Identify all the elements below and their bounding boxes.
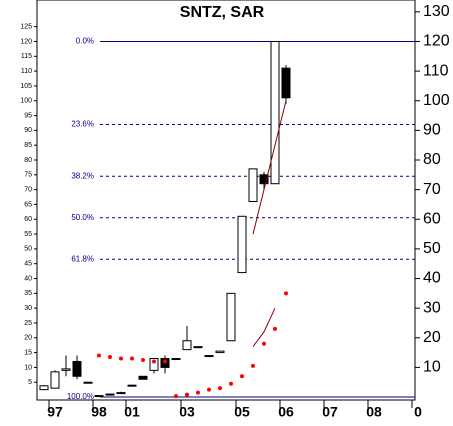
x-tick-label: 03 <box>179 404 195 420</box>
y-tick-label: 95 <box>24 112 32 119</box>
x-tick-label: 98 <box>91 404 107 420</box>
sar-dot <box>130 356 134 361</box>
y-tick-label: 60 <box>24 216 32 223</box>
y-tick-label: 25 <box>24 320 32 327</box>
x-tick-label: 06 <box>278 404 294 420</box>
sar-dot <box>185 392 189 397</box>
chart-title: SNTZ, SAR <box>180 4 265 21</box>
sar-dot <box>229 381 233 386</box>
sar-dot <box>119 356 123 361</box>
sar-dot <box>262 341 266 346</box>
y2-tick-label: 20 <box>423 329 441 346</box>
y2-tick-label: 80 <box>423 151 441 168</box>
candle-body <box>116 392 126 395</box>
y-tick-label: 90 <box>24 127 32 134</box>
y-tick-label: 115 <box>21 53 32 60</box>
y-tick-label: 70 <box>24 186 32 193</box>
candle-body <box>193 346 203 349</box>
y-tick-label: 55 <box>24 231 32 238</box>
sar-dot <box>174 394 178 399</box>
y2-tick-label: 110 <box>423 62 449 79</box>
sar-dot <box>218 386 222 391</box>
candle-body <box>259 174 269 185</box>
candle-body <box>248 168 258 202</box>
y2-tick-label: 70 <box>423 181 441 198</box>
y2-tick-label: 60 <box>423 210 441 227</box>
fib-label: 100.0% <box>67 392 94 401</box>
candle-body <box>215 350 225 354</box>
y-tick-label: 110 <box>21 68 32 75</box>
sar-dot <box>196 390 200 395</box>
sar-dot <box>108 355 112 360</box>
y-tick-label: 20 <box>24 335 32 342</box>
y-tick-label: 45 <box>24 261 32 268</box>
sar-dot <box>240 374 244 379</box>
x-tick-label: 07 <box>322 404 338 420</box>
candle-body <box>226 292 236 342</box>
y-tick-label: 15 <box>24 349 32 356</box>
candle-body <box>39 385 49 391</box>
y-tick-label: 100 <box>20 98 32 105</box>
candle-body <box>72 360 82 377</box>
candle-body <box>182 340 192 351</box>
candle-body <box>138 375 148 380</box>
sar-dot <box>207 387 211 392</box>
candle-body <box>105 393 115 396</box>
y-tick-label: 65 <box>24 201 32 208</box>
y-tick-label: 120 <box>20 38 32 45</box>
plot-frame <box>36 0 416 401</box>
line-series <box>252 307 276 347</box>
candle-body <box>270 40 280 185</box>
y2-tick-label: 90 <box>423 122 441 139</box>
sar-dot <box>152 359 156 364</box>
y2-tick-label: 130 <box>423 3 450 20</box>
candle-body <box>204 355 214 358</box>
y-tick-label: 50 <box>24 246 32 253</box>
candle-body <box>61 368 71 371</box>
y-tick-label: 85 <box>24 142 32 149</box>
y-tick-label: 125 <box>20 24 32 31</box>
candle-body <box>281 67 291 99</box>
x-tick-label: 05 <box>234 404 250 420</box>
fib-label: 50.0% <box>71 213 94 222</box>
y2-tick-label: 40 <box>423 270 441 287</box>
sar-dot <box>284 291 288 296</box>
fib-label: 0.0% <box>76 37 94 46</box>
candle-body <box>171 358 181 361</box>
y2-tick-label: 50 <box>423 240 441 257</box>
x-tick-label: 08 <box>366 404 382 420</box>
x-tick-label: 01 <box>124 404 140 420</box>
y2-tick-label: 100 <box>423 92 450 109</box>
y-tick-label: 35 <box>24 290 32 297</box>
candle-body <box>127 384 137 387</box>
fib-label: 23.6% <box>71 120 94 129</box>
sar-dot <box>273 326 277 331</box>
fib-label: 61.8% <box>71 254 94 263</box>
candle-body <box>237 215 247 274</box>
y-tick-label: 30 <box>24 305 32 312</box>
sar-dot <box>97 353 101 358</box>
y-tick-label: 105 <box>20 83 32 90</box>
x-tick-label: 0 <box>414 404 422 420</box>
candle-body <box>83 381 93 384</box>
candle-body <box>50 371 60 389</box>
y2-tick-label: 120 <box>423 33 450 50</box>
candle-body <box>149 358 159 371</box>
fib-label: 38.2% <box>71 171 94 180</box>
y2-tick-label: 30 <box>423 299 441 316</box>
y-tick-label: 80 <box>24 157 32 164</box>
y-tick-label: 75 <box>24 172 32 179</box>
x-tick-label: 97 <box>47 404 63 420</box>
candle-body <box>94 395 104 398</box>
y-tick-label: 40 <box>24 275 32 282</box>
sar-dot <box>163 359 167 364</box>
line-series <box>252 100 287 235</box>
y2-tick-label: 10 <box>423 359 441 376</box>
y-tick-label: 10 <box>24 364 32 371</box>
y-tick-label: 5 <box>28 379 32 386</box>
sar-dot <box>251 363 255 368</box>
sar-dot <box>141 358 145 362</box>
